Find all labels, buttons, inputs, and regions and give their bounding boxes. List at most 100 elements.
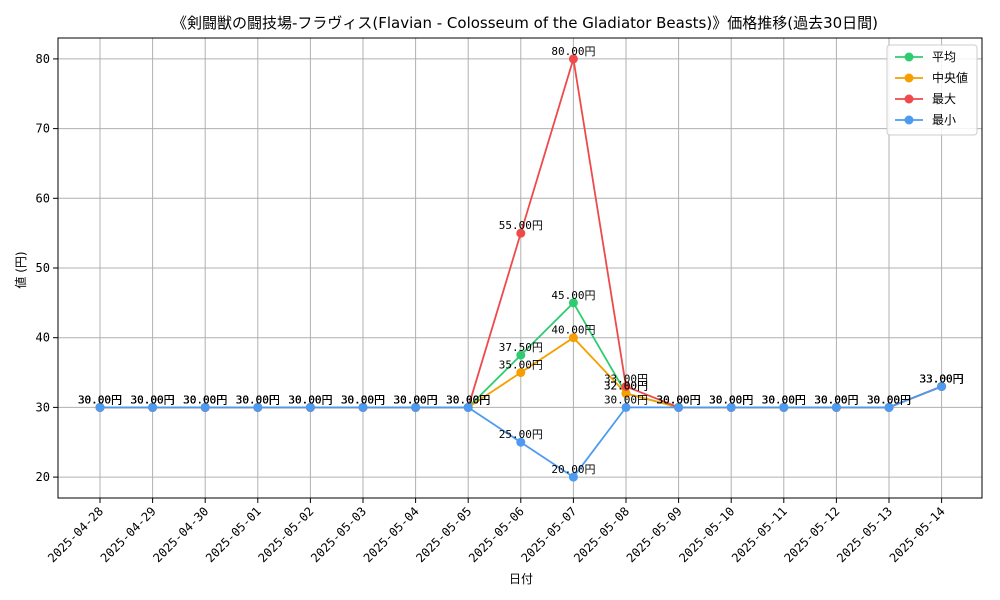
y-tick-label: 40 [36,331,50,345]
x-tick-label: 2025-05-11 [729,504,790,565]
x-tick-label: 2025-05-10 [676,504,737,565]
data-point [621,388,631,398]
x-axis-label: 日付 [509,572,533,586]
series-layer [95,54,947,482]
data-point [568,54,578,64]
data-label: 33.00円 [920,372,964,385]
data-label: 30.00円 [341,393,385,406]
y-tick-label: 60 [36,191,50,205]
data-label: 30.00円 [657,393,701,406]
data-labels: 30.00円 30.00円 30.00円 30.00円 30.00円 30.00円 30.0… [78,45,964,476]
x-tick-label: 2025-04-29 [98,504,159,565]
y-tick-label: 30 [36,400,50,414]
chart-title: 《剣闘獣の闘技場-フラヴィス(Flavian - Colosseum of th… [172,14,878,32]
data-point [411,402,421,412]
data-label: 30.00円 [709,393,753,406]
data-point [831,402,841,412]
data-label: 30.00円 [762,393,806,406]
x-tick-label: 2025-05-13 [834,504,895,565]
y-tick-label: 20 [36,470,50,484]
x-tick-label: 2025-05-14 [887,504,948,565]
data-label: 30.00円 [446,393,490,406]
data-point [568,298,578,308]
data-label: 25.00円 [499,428,543,441]
data-point [726,402,736,412]
legend-item: 最小 [895,113,956,127]
legend-marker [904,73,914,83]
data-label: 30.00円 [131,393,175,406]
data-label: 30.00円 [814,393,858,406]
data-label: 30.00円 [867,393,911,406]
x-tick-label: 2025-05-12 [782,504,843,565]
x-tick-label: 2025-05-05 [413,504,474,565]
data-label: 30.00円 [657,393,701,406]
data-label: 30.00円 [183,393,227,406]
data-label: 30.00円 [394,393,438,406]
data-point [621,381,631,391]
data-point [148,402,158,412]
data-label: 30.00円 [131,393,175,406]
data-label: 30.00円 [446,393,490,406]
data-point [516,368,526,378]
x-tick-label: 2025-05-03 [308,504,369,565]
data-point [568,472,578,482]
data-label: 30.00円 [762,393,806,406]
data-label: 30.00円 [236,393,280,406]
data-label: 30.00円 [709,393,753,406]
data-label: 30.00円 [446,393,490,406]
data-point [305,402,315,412]
legend-label: 中央値 [932,70,968,85]
x-tick-label: 2025-05-02 [256,504,317,565]
data-label: 30.00円 [867,393,911,406]
data-label: 30.00円 [867,393,911,406]
data-label: 80.00円 [551,45,595,58]
data-label: 30.00円 [288,393,332,406]
data-label: 30.00円 [394,393,438,406]
data-point [463,402,473,412]
x-tick-label: 2025-05-01 [203,504,264,565]
y-tick-label: 50 [36,261,50,275]
data-label: 30.00円 [762,393,806,406]
data-label: 30.00円 [183,393,227,406]
data-label: 33.00円 [920,372,964,385]
data-label: 30.00円 [288,393,332,406]
x-tick-label: 2025-05-06 [466,504,527,565]
y-tick-label: 80 [36,52,50,66]
y-tick-label: 70 [36,122,50,136]
data-label: 32.00円 [604,379,648,392]
x-tick-label: 2025-05-04 [361,504,422,565]
data-label: 30.00円 [341,393,385,406]
legend-item: 最大 [895,92,956,106]
legend-item: 平均 [895,50,956,64]
data-label: 30.00円 [183,393,227,406]
data-label: 30.00円 [78,393,122,406]
data-label: 45.00円 [551,289,595,302]
data-label: 30.00円 [78,393,122,406]
data-label: 30.00円 [78,393,122,406]
data-label: 30.00円 [131,393,175,406]
grid [58,38,982,498]
data-label: 30.00円 [814,393,858,406]
y-axis-label: 値 (円) [13,251,28,288]
data-label: 30.00円 [394,393,438,406]
data-label: 30.00円 [341,393,385,406]
data-point [779,402,789,412]
data-point [674,402,684,412]
legend-label: 最小 [932,113,956,127]
data-point [200,402,210,412]
legend-item: 中央値 [895,70,968,85]
data-point [516,228,526,238]
data-label: 30.00円 [446,393,490,406]
data-label: 30.00円 [183,393,227,406]
data-label: 33.00円 [920,372,964,385]
x-tick-label: 2025-04-28 [45,504,106,565]
data-point [516,350,526,360]
data-point [95,402,105,412]
data-label: 30.00円 [657,393,701,406]
data-label: 20.00円 [551,463,595,476]
legend-label: 最大 [932,92,956,106]
x-tick-label: 2025-05-08 [571,504,632,565]
data-label: 30.00円 [288,393,332,406]
data-label: 32.00円 [604,379,648,392]
